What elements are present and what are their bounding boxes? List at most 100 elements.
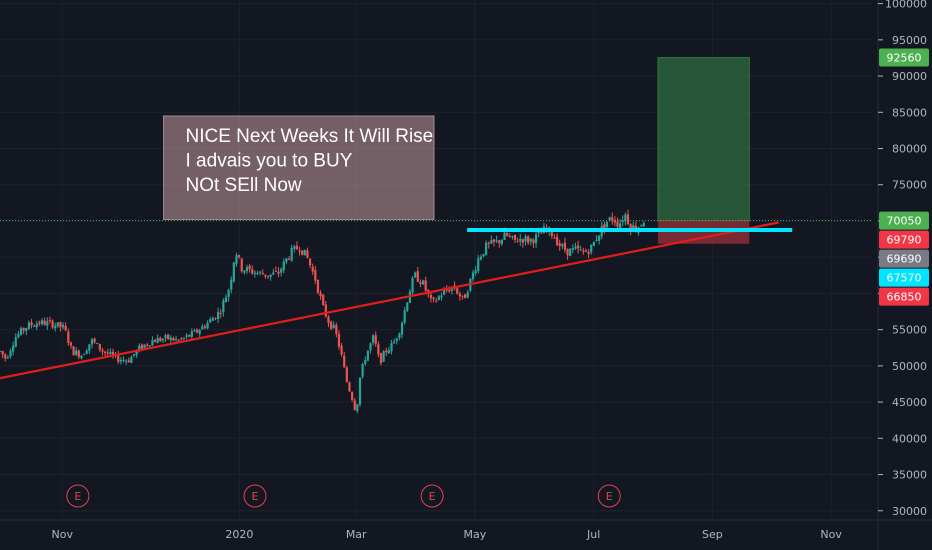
candle-body	[456, 288, 459, 294]
candle-body	[311, 267, 314, 272]
candle-body	[182, 337, 186, 339]
candle-body	[90, 339, 94, 345]
candle-body	[274, 270, 278, 272]
candle-body	[269, 274, 272, 277]
candle-body	[185, 335, 188, 337]
candle-body	[69, 342, 73, 346]
candle-body	[130, 356, 133, 364]
candle-body	[172, 337, 175, 341]
candle-body	[54, 325, 57, 329]
candle-body	[198, 330, 201, 334]
candle-body	[51, 320, 54, 328]
candle-body	[177, 339, 180, 341]
candle-body	[9, 350, 12, 357]
candle-body	[96, 343, 99, 345]
candle-body	[437, 296, 440, 300]
candle-body	[61, 324, 65, 328]
candle-body	[227, 290, 230, 297]
candle-body	[343, 355, 346, 368]
candle-body	[180, 338, 183, 340]
candle-body	[629, 224, 632, 231]
candle-body	[324, 304, 327, 317]
candle-body	[576, 245, 580, 249]
annotation-box[interactable]: NICE Next Weeks It Will Rise I advais yo…	[163, 115, 435, 221]
candle-body	[490, 240, 493, 244]
candle-body	[492, 239, 496, 242]
candle-body	[17, 333, 20, 338]
candle-body	[143, 344, 146, 348]
candle-body	[219, 312, 222, 314]
candle-body	[40, 320, 44, 324]
annotation-line-1: NICE Next Weeks It Will Rise	[186, 126, 434, 147]
candle-body	[230, 279, 233, 290]
candle-body	[519, 238, 522, 242]
candle-body	[435, 300, 438, 302]
time-tick-label: Nov	[820, 528, 842, 541]
candle-body	[46, 321, 49, 326]
long-position-tool[interactable]	[657, 57, 750, 244]
candle-body	[290, 247, 293, 261]
candle-body	[448, 290, 451, 292]
candle-body	[322, 294, 325, 305]
earnings-event-label: E	[252, 490, 259, 503]
time-tick-label: Jul	[586, 528, 600, 541]
candle-body	[43, 320, 46, 326]
candle-body	[138, 345, 141, 351]
candle-body	[38, 322, 41, 324]
price-label-text: 70050	[887, 215, 922, 228]
candle-body	[584, 250, 588, 252]
candle-body	[587, 251, 590, 254]
candle-body	[303, 249, 306, 256]
candle-body	[88, 344, 91, 351]
price-label-badge	[879, 268, 929, 287]
candle-body	[361, 364, 364, 377]
candle-body	[621, 220, 624, 223]
candle-body	[33, 326, 36, 328]
candle-body	[264, 274, 267, 277]
candle-body	[414, 272, 417, 278]
candle-body	[379, 353, 383, 364]
candle-body	[508, 235, 511, 237]
candle-body	[500, 239, 503, 245]
earnings-event-label: E	[606, 490, 613, 503]
candle-body	[595, 240, 598, 242]
candle-body	[534, 234, 538, 244]
candle-body	[161, 339, 165, 341]
candle-body	[440, 295, 443, 298]
candle-body	[398, 333, 401, 338]
candle-body	[553, 237, 556, 239]
candle-body	[613, 220, 616, 223]
drawn-lines[interactable]	[0, 220, 872, 380]
earnings-event-marker	[597, 484, 621, 508]
candle-body	[135, 350, 138, 355]
candle-body	[203, 326, 207, 328]
candle-body	[374, 335, 377, 344]
candle-body	[395, 338, 398, 341]
candle-body	[248, 265, 251, 270]
candle-body	[206, 322, 209, 329]
candle-body	[251, 269, 254, 274]
candle-body	[148, 345, 151, 347]
earnings-event-marker	[243, 484, 267, 508]
earnings-event-label: E	[429, 490, 436, 503]
candle-body	[463, 294, 467, 299]
time-tick-label: May	[464, 528, 487, 541]
candle-body	[106, 352, 109, 354]
candle-body	[256, 272, 259, 274]
candle-body	[327, 316, 330, 324]
price-label-text: 92560	[887, 52, 922, 65]
price-tick-label: 55000	[892, 324, 927, 337]
time-axis[interactable]: Nov 2020 Mar May Jul Sep Nov	[52, 528, 843, 541]
candle-body	[48, 319, 52, 321]
price-label-text: 69790	[887, 234, 922, 247]
candle-body	[474, 270, 477, 274]
candle-body	[579, 249, 582, 251]
candle-body	[98, 343, 101, 350]
candle-body	[59, 322, 62, 328]
candle-body	[119, 359, 122, 362]
time-tick-label: Sep	[702, 528, 723, 541]
candle-body	[555, 236, 559, 246]
candle-body	[243, 270, 246, 273]
